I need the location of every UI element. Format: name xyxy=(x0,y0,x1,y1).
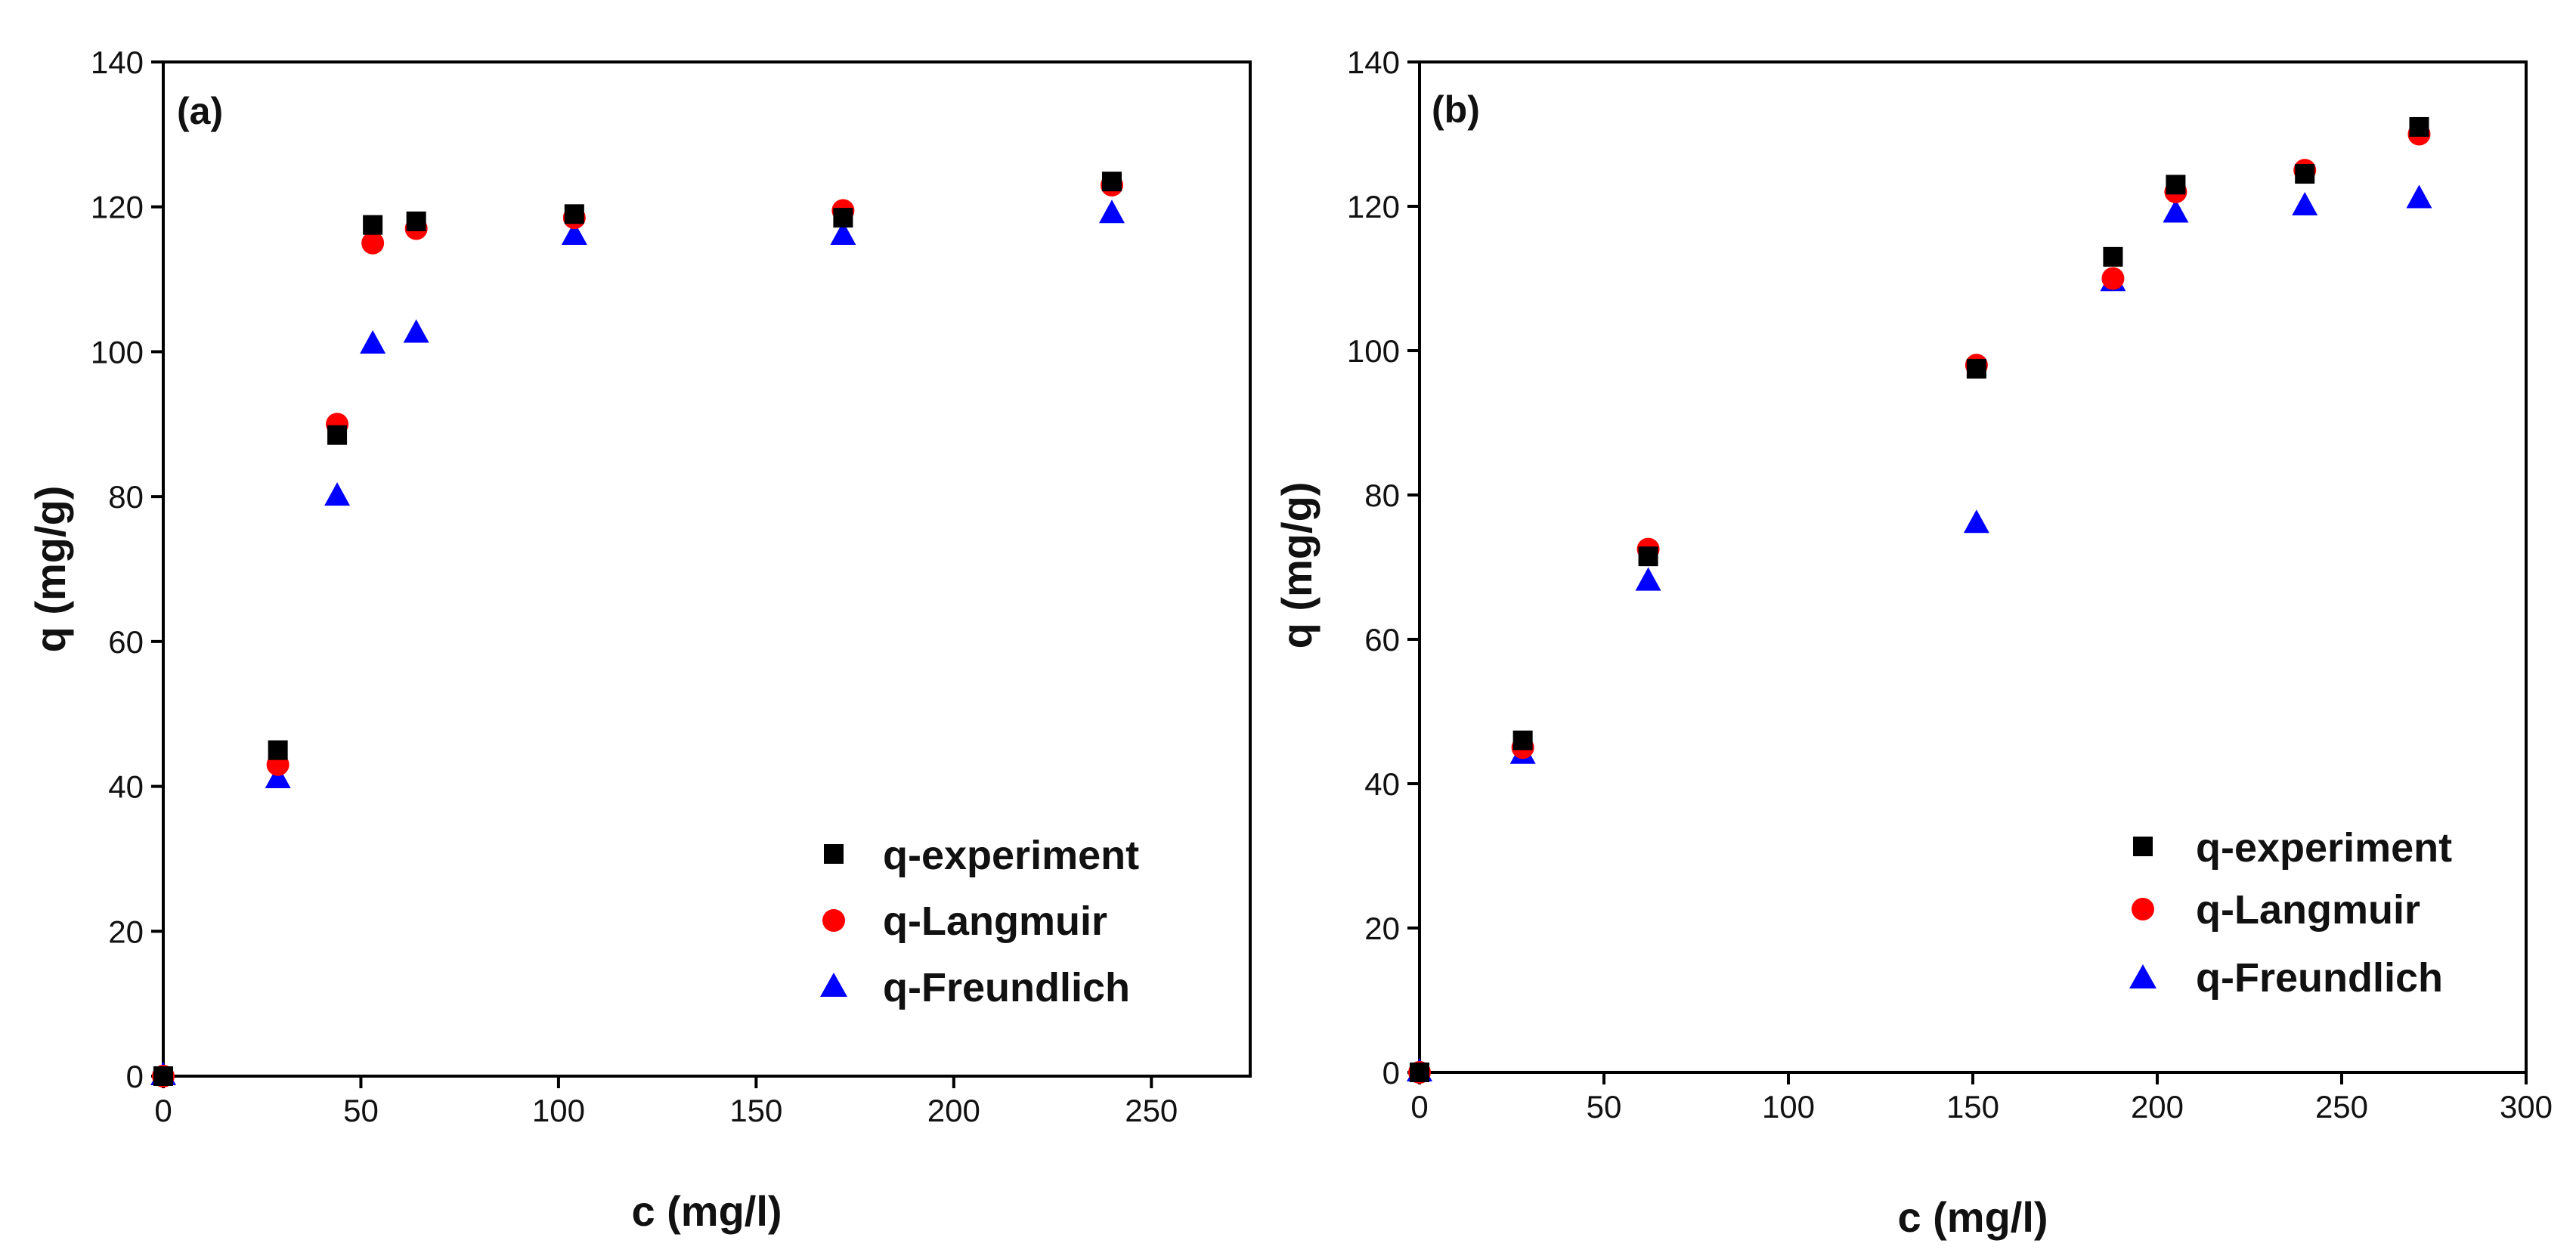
x-tick-label: 200 xyxy=(927,1093,980,1128)
x-tick-label: 50 xyxy=(343,1093,379,1128)
point-experiment xyxy=(327,425,348,445)
panel-a: 0 50 100 150 200 250 0 20 40 60 80 100 120 140 (a) c … xyxy=(26,45,1252,1235)
x-axis-label: c (mg/l) xyxy=(631,1187,782,1235)
legend-marker-triangle xyxy=(2129,964,2156,988)
point-experiment xyxy=(1410,1063,1429,1082)
x-tick-label: 150 xyxy=(1946,1089,1999,1125)
y-tick-label: 40 xyxy=(108,769,144,805)
plot-frame xyxy=(162,60,1252,1078)
point-experiment xyxy=(564,204,584,224)
legend-marker-triangle xyxy=(820,973,847,997)
point-freundlich xyxy=(360,329,386,354)
panel-letter: (a) xyxy=(177,90,223,132)
point-experiment xyxy=(2295,164,2315,184)
y-tick-label: 0 xyxy=(1382,1055,1400,1090)
x-axis-label: c (mg/l) xyxy=(1897,1193,2048,1241)
point-freundlich xyxy=(2406,184,2432,209)
y-tick-label: 140 xyxy=(91,45,144,80)
point-experiment xyxy=(833,208,853,228)
y-tick-label: 20 xyxy=(108,914,144,949)
data-marks xyxy=(1407,116,2432,1084)
legend-marker-circle xyxy=(822,909,845,932)
point-freundlich xyxy=(324,482,351,506)
point-experiment xyxy=(2103,246,2123,267)
point-freundlich xyxy=(265,764,291,788)
x-tick-label: 50 xyxy=(1587,1089,1622,1125)
point-experiment xyxy=(406,211,426,231)
point-freundlich xyxy=(1098,200,1125,224)
y-tick-label: 40 xyxy=(1364,766,1400,802)
point-langmuir xyxy=(2101,267,2125,290)
y-tick-label: 20 xyxy=(1364,911,1400,946)
point-freundlich xyxy=(2163,199,2189,223)
legend-label-freundlich: q-Freundlich xyxy=(883,965,1130,1010)
point-experiment xyxy=(1512,730,1533,750)
legend-marker-circle xyxy=(2132,898,2154,920)
x-tick-label: 100 xyxy=(532,1093,585,1128)
point-experiment xyxy=(1966,358,1986,379)
x-tick-label: 250 xyxy=(2315,1089,2368,1125)
x-tick-label: 150 xyxy=(729,1093,782,1128)
data-marks xyxy=(150,172,1125,1087)
point-langmuir xyxy=(361,231,385,255)
x-tick-label: 200 xyxy=(2131,1089,2184,1125)
legend: q-experiment q-Langmuir q-Freundlich xyxy=(2129,825,2452,1001)
legend-marker-square xyxy=(824,844,844,864)
x-tick-label: 250 xyxy=(1125,1093,1178,1128)
legend-marker-square xyxy=(2133,837,2153,856)
y-axis-label: q (mg/g) xyxy=(1273,482,1321,649)
axis-ticks: 0 50 100 150 200 250 0 20 40 60 80 100 120 140 xyxy=(91,45,1178,1128)
legend: q-experiment q-Langmuir q-Freundlich xyxy=(820,833,1139,1010)
point-freundlich xyxy=(561,221,587,246)
y-tick-label: 80 xyxy=(108,479,144,515)
point-experiment xyxy=(363,215,383,235)
point-freundlich xyxy=(1635,567,1661,591)
point-freundlich xyxy=(1963,509,1989,534)
legend-label-langmuir: q-Langmuir xyxy=(2196,887,2420,933)
axis-ticks: 0 50 100 150 200 250 300 0 20 40 60 80 100 120 140 xyxy=(1347,45,2553,1125)
y-tick-label: 120 xyxy=(91,190,144,225)
point-experiment xyxy=(1101,172,1122,192)
y-tick-label: 120 xyxy=(1347,189,1400,224)
x-tick-label: 0 xyxy=(1410,1089,1428,1125)
y-tick-label: 140 xyxy=(1347,45,1400,80)
point-freundlich xyxy=(403,319,429,343)
y-tick-label: 60 xyxy=(108,624,144,660)
legend-label-langmuir: q-Langmuir xyxy=(883,899,1107,944)
y-tick-label: 100 xyxy=(91,334,144,370)
y-tick-label: 100 xyxy=(1347,333,1400,369)
legend-label-experiment: q-experiment xyxy=(883,833,1139,878)
point-experiment xyxy=(1638,546,1658,567)
legend-label-freundlich: q-Freundlich xyxy=(2196,955,2443,1001)
y-tick-label: 0 xyxy=(126,1059,144,1094)
y-tick-label: 60 xyxy=(1364,622,1400,657)
point-freundlich xyxy=(830,221,856,246)
point-experiment xyxy=(2409,116,2429,137)
legend-label-experiment: q-experiment xyxy=(2196,825,2452,871)
y-axis-label: q (mg/g) xyxy=(26,486,74,653)
panel-b: 0 50 100 150 200 250 300 0 20 40 60 80 100 120 140 (b)… xyxy=(1273,45,2553,1241)
panel-letter: (b) xyxy=(1432,88,1480,131)
point-experiment xyxy=(2166,175,2186,195)
y-tick-label: 80 xyxy=(1364,478,1400,513)
point-freundlich xyxy=(2292,192,2318,215)
x-tick-label: 0 xyxy=(154,1093,172,1128)
x-tick-label: 100 xyxy=(1762,1089,1815,1125)
x-tick-label: 300 xyxy=(2500,1089,2553,1125)
point-experiment xyxy=(153,1066,173,1086)
point-experiment xyxy=(268,740,288,760)
